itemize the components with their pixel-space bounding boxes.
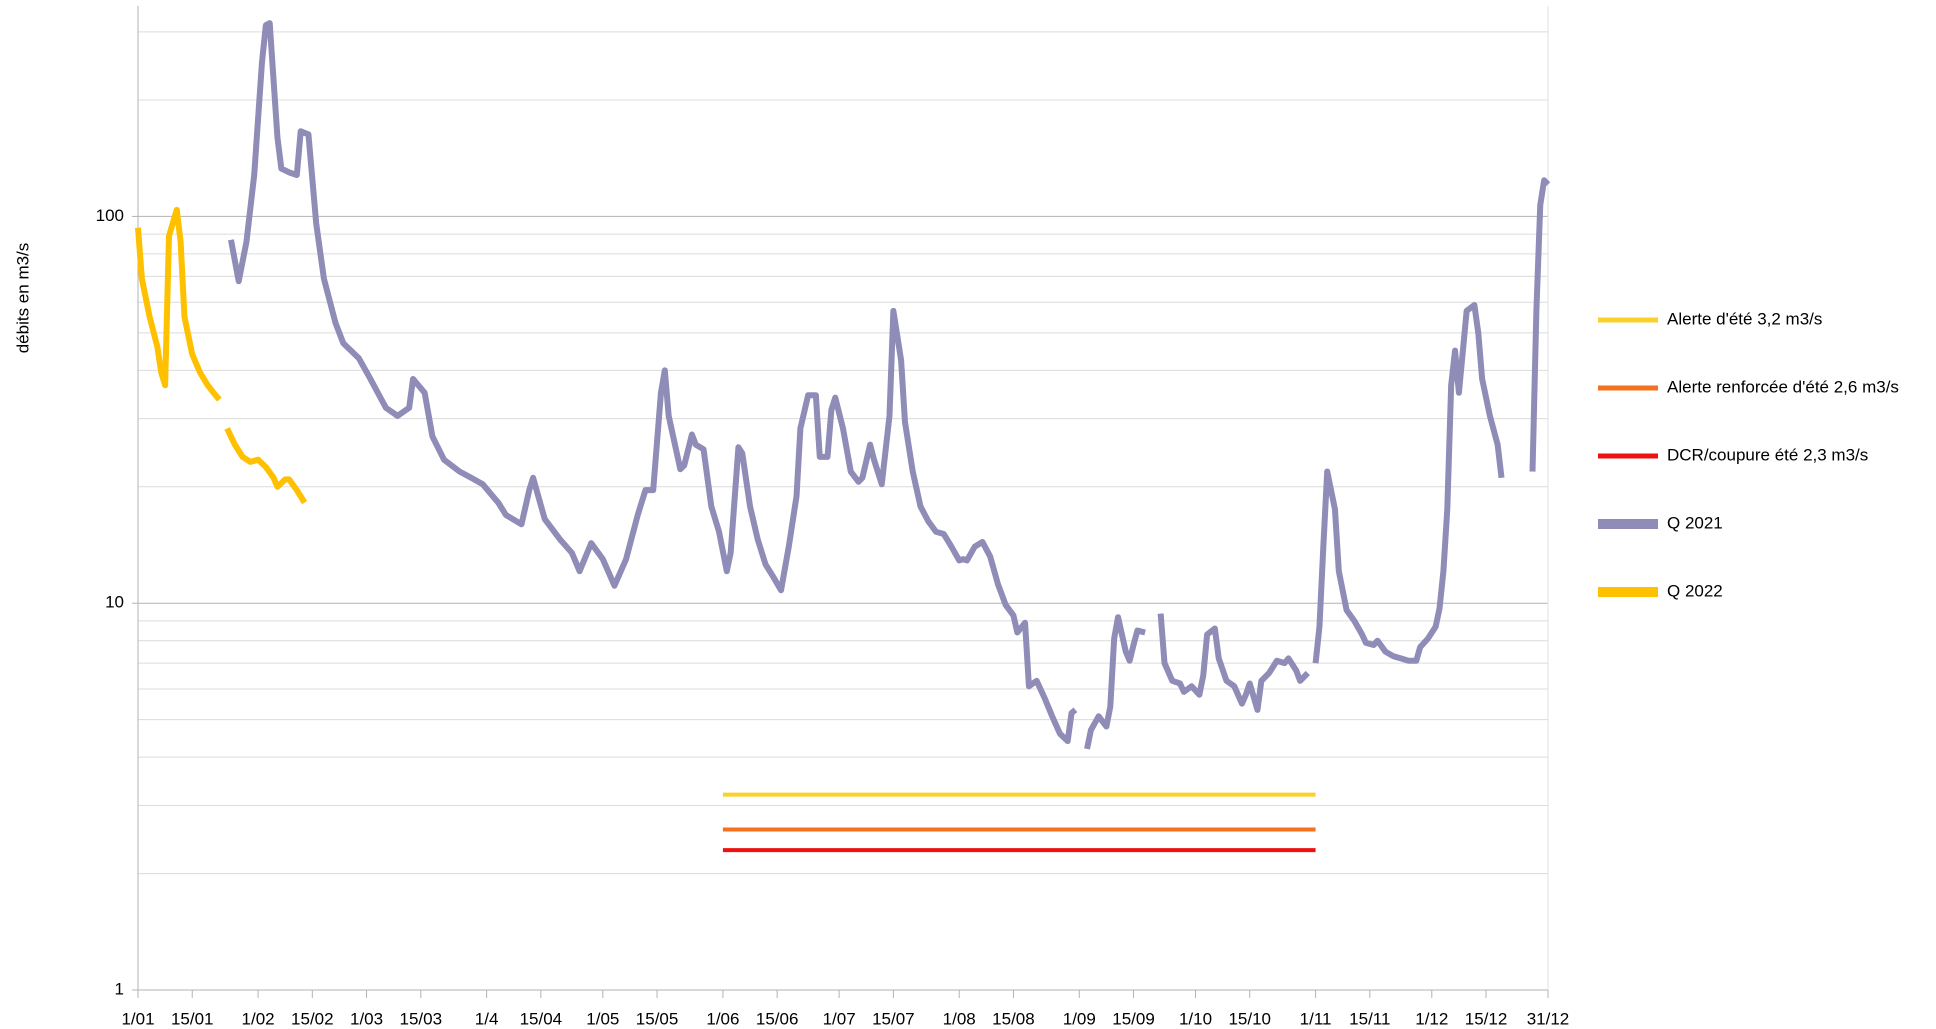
y-tick-label: 100 (96, 206, 124, 225)
x-tick-label: 15/04 (520, 1009, 563, 1028)
x-tick-label: 1/07 (823, 1009, 856, 1028)
x-tick-label: 1/06 (706, 1009, 739, 1028)
x-tick-label: 1/05 (586, 1009, 619, 1028)
series-line (135, 206, 308, 505)
x-tick-label: 1/11 (1300, 1009, 1332, 1028)
series-line (228, 20, 1551, 750)
legend-label: Alerte renforcée d'été 2,6 m3/s (1667, 377, 1899, 396)
x-tick-label: 1/4 (475, 1009, 499, 1028)
x-tick-label: 15/11 (1349, 1009, 1390, 1028)
legend-label: DCR/coupure été 2,3 m3/s (1667, 445, 1868, 464)
x-tick-label: 15/08 (992, 1009, 1035, 1028)
x-tick-label: 1/03 (350, 1009, 383, 1028)
x-tick-label: 1/01 (121, 1009, 154, 1028)
y-axis-label: débits en m3/s (13, 243, 32, 354)
legend-label: Q 2021 (1667, 513, 1723, 532)
x-tick-label: 15/05 (636, 1009, 679, 1028)
legend-label: Alerte d'été 3,2 m3/s (1667, 309, 1822, 328)
x-tick-label: 1/09 (1063, 1009, 1096, 1028)
x-tick-label: 1/12 (1415, 1009, 1448, 1028)
x-tick-label: 15/01 (171, 1009, 214, 1028)
y-tick-label: 10 (105, 593, 124, 612)
x-tick-label: 15/12 (1465, 1009, 1508, 1028)
x-tick-label: 15/10 (1228, 1009, 1271, 1028)
y-tick-label: 1 (115, 979, 124, 998)
x-tick-label: 15/02 (291, 1009, 334, 1028)
x-tick-label: 1/02 (242, 1009, 275, 1028)
x-tick-label: 15/03 (400, 1009, 443, 1028)
x-tick-label: 15/06 (756, 1009, 799, 1028)
x-tick-label: 31/12 (1527, 1009, 1570, 1028)
x-tick-label: 15/07 (872, 1009, 915, 1028)
x-tick-label: 1/08 (943, 1009, 976, 1028)
x-tick-label: 15/09 (1112, 1009, 1155, 1028)
legend-label: Q 2022 (1667, 581, 1723, 600)
x-tick-label: 1/10 (1179, 1009, 1212, 1028)
